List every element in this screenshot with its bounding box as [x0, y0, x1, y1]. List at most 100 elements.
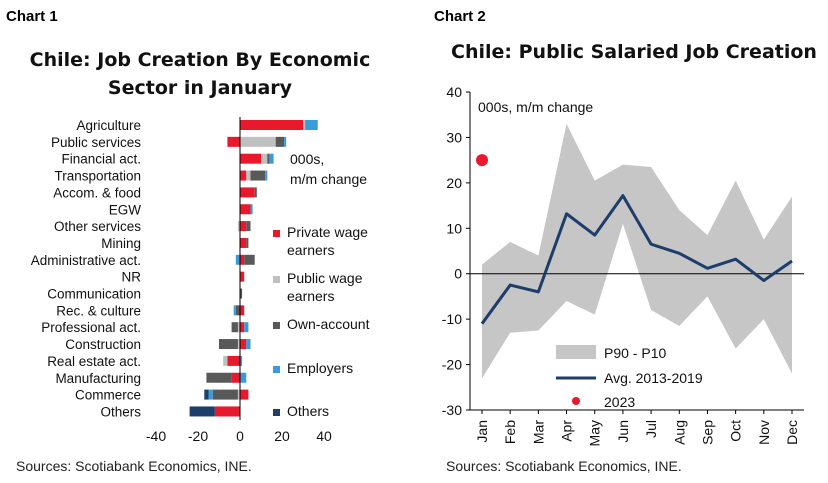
x-tick-label: May [587, 420, 603, 446]
x-tick-label: Apr [559, 420, 575, 442]
bar-segment [240, 322, 245, 333]
bar-segment [246, 237, 249, 248]
chart2-title: Chile: Public Salaried Job Creation [451, 41, 817, 63]
legend-swatch-point [572, 397, 580, 405]
bar-segment [235, 254, 240, 265]
bar-segment [237, 389, 240, 400]
chart1-title-line: Sector in January [108, 77, 293, 99]
bar-segment [240, 288, 243, 299]
x-tick-label: -20 [188, 428, 208, 444]
legend-swatch [273, 230, 280, 237]
legend-label: Own-account [287, 316, 370, 332]
x-tick-label: Dec [784, 420, 800, 445]
legend-label-point: 2023 [604, 394, 635, 410]
bar-segment [254, 187, 257, 198]
chart1-unit-note: 000s, [290, 151, 324, 167]
bar-segment [240, 305, 245, 316]
category-label: NR [122, 270, 142, 285]
bar-segment [231, 322, 238, 333]
x-tick-label: 20 [274, 428, 290, 444]
legend-label-line: Avg. 2013-2019 [604, 370, 703, 386]
bar-segment [240, 187, 255, 198]
bar-segment [223, 355, 228, 366]
bar-segment [206, 372, 232, 383]
category-label: Professional act. [41, 320, 141, 335]
bar-segment [227, 136, 240, 147]
x-tick-label: Mar [530, 420, 546, 444]
chart1-svg: Chile: Job Creation By Economic Sector in… [30, 49, 371, 444]
bar-segment [212, 389, 238, 400]
bar-segment [240, 153, 261, 164]
category-label: Public services [51, 135, 141, 150]
bar-segment [261, 153, 268, 164]
bar-segment [204, 389, 209, 400]
y-tick-label: -10 [442, 311, 462, 327]
bar-segment [284, 136, 287, 147]
chart2-panel: Chart 2 Chile: Public Salaried Job Creat… [414, 0, 828, 483]
bar-segment [189, 406, 215, 417]
category-label: Mining [101, 236, 141, 251]
chart1-unit-note: m/m change [290, 171, 367, 187]
legend-label: Public wage [287, 270, 363, 286]
bar-segment [240, 136, 276, 147]
category-label: Communication [47, 287, 141, 302]
bar-segment [246, 170, 251, 181]
avg-2013-2019-line [480, 194, 793, 325]
x-tick-label: Jun [615, 420, 631, 443]
bar-segment [240, 221, 247, 232]
bar-segment [233, 305, 236, 316]
legend-label: earners [287, 288, 334, 304]
bar-segment [305, 120, 318, 130]
bar-segment [235, 305, 240, 316]
chart2-unit-note: 000s, m/m change [478, 99, 593, 115]
x-tick-label: 40 [316, 428, 332, 444]
legend-label: earners [287, 242, 334, 258]
legend-swatch-band [556, 345, 596, 359]
bar-segment [240, 170, 247, 181]
legend-label-band: P90 - P10 [604, 345, 666, 361]
bar-segment [240, 355, 243, 366]
bar-segment [219, 339, 238, 350]
y-tick-label: 20 [446, 175, 462, 191]
category-label: Others [100, 404, 141, 419]
category-label: Manufacturing [55, 371, 141, 386]
x-tick-label: -40 [146, 428, 166, 444]
bar-segment [265, 170, 268, 181]
x-tick-label: 0 [236, 428, 244, 444]
legend-label: Employers [287, 360, 353, 376]
bar-segment [240, 204, 251, 215]
chart2-label: Chart 2 [434, 8, 486, 25]
y-tick-label: 40 [446, 84, 462, 100]
bar-segment [237, 322, 240, 333]
category-label: Agriculture [76, 118, 141, 133]
y-tick-label: -20 [442, 357, 462, 373]
legend-label: Private wage [287, 224, 368, 240]
chart1-source: Sources: Scotiabank Economics, INE. [16, 458, 252, 474]
bar-segment [240, 120, 303, 130]
chart1-label: Chart 1 [6, 8, 58, 25]
bar-segment [250, 170, 266, 181]
bar-segment [244, 322, 249, 333]
bar-segment [240, 372, 247, 383]
bar-segment [240, 339, 247, 350]
bar-segment [275, 136, 285, 147]
category-label: Construction [65, 337, 141, 352]
legend-swatch [273, 322, 280, 329]
category-label: Administrative act. [31, 253, 141, 268]
y-tick-label: 10 [446, 220, 462, 236]
category-label: Rec. & culture [56, 303, 141, 318]
bar-segment [250, 204, 253, 215]
bar-segment [244, 254, 255, 265]
bar-segment [269, 153, 274, 164]
category-label: EGW [109, 202, 142, 217]
legend-label: Others [287, 403, 329, 419]
chart1-title-line: Chile: Job Creation By Economic [30, 49, 371, 71]
x-tick-label: Nov [756, 420, 772, 445]
bar-segment [267, 153, 270, 164]
y-tick-label: 0 [454, 266, 462, 282]
bar-segment [240, 271, 245, 282]
bar-segment [246, 221, 251, 232]
bar-segment [231, 372, 240, 383]
bar-segment [240, 254, 245, 265]
category-label: Transportation [54, 169, 141, 184]
